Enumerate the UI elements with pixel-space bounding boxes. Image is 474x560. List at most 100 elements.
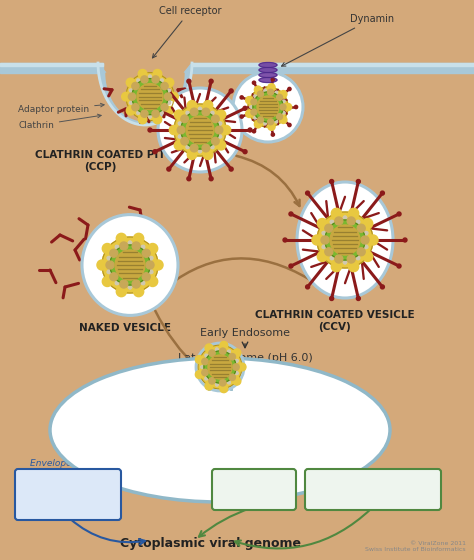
Circle shape xyxy=(243,150,247,153)
Circle shape xyxy=(153,106,157,110)
Circle shape xyxy=(102,244,112,254)
Circle shape xyxy=(268,83,275,91)
FancyBboxPatch shape xyxy=(212,469,296,510)
Text: Fusion
at endosomal
membrane: Fusion at endosomal membrane xyxy=(28,476,108,512)
Circle shape xyxy=(268,119,273,125)
Ellipse shape xyxy=(205,354,209,358)
Ellipse shape xyxy=(216,134,222,138)
Ellipse shape xyxy=(165,89,171,92)
Circle shape xyxy=(325,224,333,232)
Circle shape xyxy=(97,260,107,270)
Circle shape xyxy=(335,255,343,263)
Circle shape xyxy=(215,126,223,134)
Circle shape xyxy=(110,245,150,285)
Circle shape xyxy=(246,96,253,104)
Polygon shape xyxy=(0,63,103,73)
Ellipse shape xyxy=(128,283,132,289)
Circle shape xyxy=(181,111,219,149)
Polygon shape xyxy=(192,63,474,66)
Text: Early Endosome: Early Endosome xyxy=(200,328,290,338)
Circle shape xyxy=(187,150,197,160)
Circle shape xyxy=(205,344,213,352)
Circle shape xyxy=(397,264,401,268)
Ellipse shape xyxy=(227,350,230,354)
Circle shape xyxy=(220,385,228,393)
Ellipse shape xyxy=(297,182,393,298)
Circle shape xyxy=(238,363,246,371)
Text: Permeabilization: Permeabilization xyxy=(329,484,417,494)
Circle shape xyxy=(208,355,232,379)
Circle shape xyxy=(146,261,154,269)
Ellipse shape xyxy=(355,254,360,260)
Circle shape xyxy=(280,104,286,110)
Circle shape xyxy=(141,76,148,83)
Circle shape xyxy=(276,114,283,120)
Circle shape xyxy=(203,150,213,160)
Circle shape xyxy=(280,116,287,123)
Circle shape xyxy=(381,191,384,195)
Circle shape xyxy=(198,345,242,389)
Ellipse shape xyxy=(147,256,153,260)
Ellipse shape xyxy=(274,91,278,95)
Circle shape xyxy=(233,364,239,370)
Circle shape xyxy=(216,141,226,150)
Circle shape xyxy=(141,110,148,117)
Circle shape xyxy=(251,109,257,115)
Circle shape xyxy=(255,121,262,128)
Circle shape xyxy=(381,285,384,289)
FancyBboxPatch shape xyxy=(305,469,441,510)
Circle shape xyxy=(132,82,139,90)
Circle shape xyxy=(134,234,144,244)
Circle shape xyxy=(283,238,287,242)
Text: Lysis: Lysis xyxy=(241,484,267,494)
Circle shape xyxy=(255,86,262,94)
Ellipse shape xyxy=(216,348,219,353)
Ellipse shape xyxy=(137,79,141,83)
Circle shape xyxy=(161,82,168,90)
Circle shape xyxy=(132,104,139,111)
Circle shape xyxy=(368,235,378,245)
Circle shape xyxy=(252,81,255,85)
Circle shape xyxy=(233,349,241,357)
Circle shape xyxy=(132,280,140,288)
Ellipse shape xyxy=(234,360,238,363)
Circle shape xyxy=(177,126,185,134)
Ellipse shape xyxy=(281,100,285,103)
Circle shape xyxy=(106,261,114,269)
Circle shape xyxy=(248,87,288,127)
Circle shape xyxy=(174,110,183,119)
Ellipse shape xyxy=(82,214,178,315)
Circle shape xyxy=(126,73,174,120)
Ellipse shape xyxy=(330,220,335,226)
Circle shape xyxy=(191,108,198,116)
Circle shape xyxy=(233,72,303,142)
Circle shape xyxy=(229,374,236,380)
Circle shape xyxy=(128,93,136,100)
Circle shape xyxy=(361,236,369,244)
Circle shape xyxy=(120,242,128,250)
Text: Cell receptor: Cell receptor xyxy=(153,6,221,58)
Circle shape xyxy=(158,88,242,172)
Circle shape xyxy=(102,237,158,293)
Text: Dynamin: Dynamin xyxy=(282,14,394,66)
Circle shape xyxy=(257,117,264,123)
Circle shape xyxy=(289,212,293,216)
Circle shape xyxy=(335,217,343,225)
Circle shape xyxy=(357,224,365,232)
Ellipse shape xyxy=(186,143,191,149)
Ellipse shape xyxy=(115,279,120,284)
Circle shape xyxy=(187,177,191,181)
Ellipse shape xyxy=(259,68,277,72)
Circle shape xyxy=(147,277,158,287)
Circle shape xyxy=(268,123,275,130)
Circle shape xyxy=(110,273,118,281)
Circle shape xyxy=(330,225,360,255)
Circle shape xyxy=(229,167,233,171)
Circle shape xyxy=(187,80,191,83)
Circle shape xyxy=(186,116,214,144)
Circle shape xyxy=(170,92,178,101)
Circle shape xyxy=(211,115,219,123)
Circle shape xyxy=(271,78,274,81)
Circle shape xyxy=(191,144,198,152)
Polygon shape xyxy=(106,73,184,121)
